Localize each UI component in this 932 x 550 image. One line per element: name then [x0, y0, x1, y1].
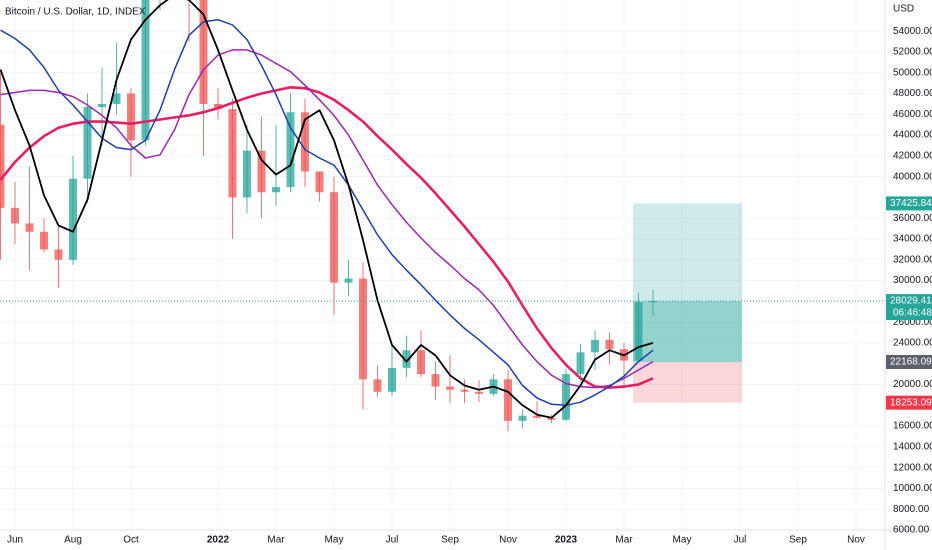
x-tick-label: Mar [615, 535, 633, 546]
price-badge [886, 354, 932, 369]
price-badge-label: 22168.09 [890, 357, 932, 368]
y-tick-label: 20000.00 [893, 379, 932, 390]
candle-body [141, 0, 150, 141]
candle-body [199, 0, 208, 104]
candle-body [98, 103, 106, 108]
candle-body [301, 112, 309, 172]
y-tick-label: 34000.00 [893, 234, 932, 245]
y-tick-label: 14000.00 [893, 442, 932, 453]
countdown: 06:46:48 [893, 308, 932, 319]
y-tick-label: 54000.00 [893, 26, 932, 37]
price-badge-label: 18253.09 [890, 397, 932, 408]
candle-body [475, 391, 483, 394]
candle-body [402, 350, 411, 368]
y-tick-label: 40000.00 [893, 171, 932, 182]
candle-body [562, 374, 570, 420]
candle-body [605, 339, 614, 350]
y-tick-label: 10000.00 [893, 483, 932, 494]
candle-body [446, 386, 454, 390]
x-tick-label: May [325, 535, 344, 546]
y-tick-label: 50000.00 [893, 67, 932, 78]
candle-body [634, 302, 643, 361]
position-stop [633, 361, 742, 403]
x-tick-label: Aug [64, 535, 82, 546]
candle-body [649, 301, 657, 303]
price-badge-label: 28029.41 [890, 296, 932, 307]
y-tick-label: 8000.00 [893, 504, 930, 515]
price-badge [886, 196, 932, 211]
y-tick-label: 16000.00 [893, 421, 932, 432]
candle-body [40, 231, 48, 250]
candle-body [591, 339, 599, 353]
candle-body [228, 109, 237, 198]
candle-body [54, 249, 63, 260]
candle-body [460, 389, 469, 392]
candle-body [330, 192, 338, 283]
y-tick-label: 26000.00 [893, 317, 932, 328]
x-tick-label: Jun [7, 535, 23, 546]
y-tick-label: 24000.00 [893, 338, 932, 349]
candle-body [576, 352, 585, 375]
y-tick-label: 32000.00 [893, 254, 932, 265]
y-tick-label: 48000.00 [893, 88, 932, 99]
position-target [633, 203, 742, 362]
x-tick-label: Sep [441, 535, 459, 546]
x-tick-label: Mar [267, 535, 285, 546]
candle-body [547, 417, 556, 420]
candle-body [359, 278, 367, 380]
candle-body [112, 93, 121, 104]
candle-body [257, 150, 266, 193]
y-tick-label: 30000.00 [893, 275, 932, 286]
candle-body [388, 367, 396, 392]
candle-body [214, 103, 222, 110]
candle-body [127, 93, 135, 141]
candle-body [0, 124, 5, 208]
moving-average [0, 49, 654, 389]
x-tick-label: Oct [123, 535, 139, 546]
x-tick-label: Jul [386, 535, 399, 546]
x-tick-label: 2022 [207, 535, 230, 546]
currency: USD [893, 4, 914, 15]
candle-body [431, 374, 440, 387]
y-tick-label: 36000.00 [893, 213, 932, 224]
chart-title: Bitcoin / U.S. Dollar, 1D, INDEX [5, 7, 146, 18]
x-tick-label: Nov [499, 535, 517, 546]
y-tick-label: 12000.00 [893, 462, 932, 473]
candle-body [243, 150, 251, 198]
y-tick-label: 6000.00 [893, 525, 930, 536]
price-badge [886, 395, 932, 410]
candle-body [11, 207, 19, 224]
y-tick-label: 52000.00 [893, 47, 932, 58]
x-tick-label: Jul [734, 535, 747, 546]
candle-body [344, 278, 353, 283]
candle-body [83, 107, 92, 179]
moving-average [0, 18, 654, 407]
candle-body [533, 415, 541, 418]
candle-body [69, 178, 77, 260]
candle-body [25, 223, 34, 232]
candle-body [417, 350, 425, 375]
x-tick-label: May [673, 535, 692, 546]
x-tick-label: Sep [789, 535, 807, 546]
candle-body [286, 112, 295, 188]
candle-body [518, 415, 527, 421]
candle-body [272, 187, 280, 193]
candle-body [504, 379, 512, 421]
plot-area [0, 0, 885, 530]
y-tick-label: 44000.00 [893, 130, 932, 141]
price-badge [886, 294, 932, 321]
candle-body [315, 171, 324, 193]
candle-body [373, 379, 382, 392]
y-tick-label: 42000.00 [893, 151, 932, 162]
y-tick-label: 46000.00 [893, 109, 932, 120]
price-badge-label: 37425.84 [890, 198, 932, 209]
x-tick-label: Nov [847, 535, 865, 546]
x-tick-label: 2023 [555, 535, 578, 546]
moving-average [0, 0, 654, 419]
